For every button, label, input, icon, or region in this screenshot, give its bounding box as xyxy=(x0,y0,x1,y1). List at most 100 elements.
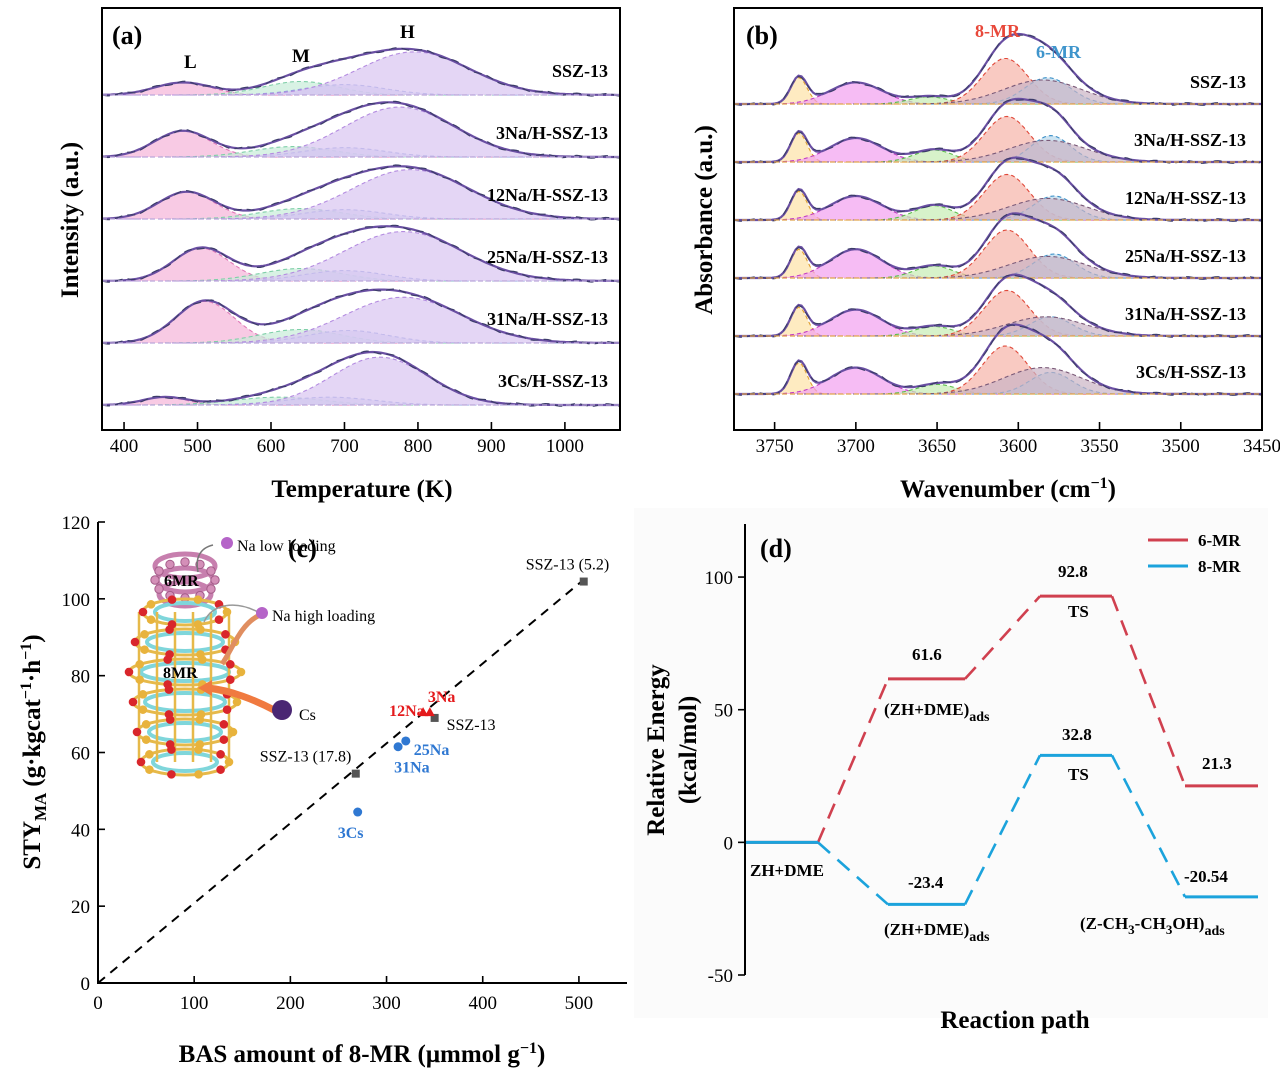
panel-b-xlabel: Wavenumber (cm−1) xyxy=(900,475,1116,503)
x-tick-label: 3750 xyxy=(756,436,794,457)
cage-atom xyxy=(135,660,144,669)
peak-fill xyxy=(734,367,1262,394)
x-tick-label: 3650 xyxy=(918,436,956,457)
point-label: 12Na xyxy=(389,703,425,720)
panel-c-ylabel: STYMA(g·kgcat−1·h−1) xyxy=(18,634,50,869)
legend-label-6mr: 6-MR xyxy=(1198,531,1241,550)
ads-label-6mr: (ZH+DME)ads xyxy=(884,700,990,725)
panel-b: 3750 3700 3650 3600 3550 3500 3450 (b) 8-MR 6-… xyxy=(691,7,1280,503)
arrow-cs-head xyxy=(198,680,212,696)
cage-ring-inner xyxy=(153,601,217,623)
label-8mr: 8MR xyxy=(163,665,198,682)
cage-atom xyxy=(145,750,154,759)
series-label: 25Na/H-SSZ-13 xyxy=(487,247,608,267)
cage-atom xyxy=(196,625,205,634)
data-point xyxy=(430,713,439,722)
peak-fill xyxy=(734,346,1262,394)
cage-atom xyxy=(135,675,144,684)
cage-atom xyxy=(232,697,242,707)
peak-fill xyxy=(734,133,1262,162)
cage-atom xyxy=(167,770,176,779)
spectrum-line xyxy=(101,165,620,220)
arrow-na-low xyxy=(196,544,214,573)
x-tick-label: 700 xyxy=(330,436,359,457)
cage-atom xyxy=(141,735,151,744)
zeolite-cage-inset: 6MR 8MR Na low loading Na high loading C… xyxy=(124,537,375,779)
panel-d-xlabel: Reaction path xyxy=(940,1007,1089,1034)
energy-connector xyxy=(816,678,890,843)
panel-c: 0 100 200 300 400 500 0 20 40 60 80 100 120 (c) 6MR … xyxy=(18,513,627,1068)
cage-atom xyxy=(224,757,234,767)
peak-label-l: L xyxy=(184,52,197,73)
series-label: 25Na/H-SSZ-13 xyxy=(1125,246,1246,266)
spectrum-line xyxy=(101,350,620,407)
series-label: 12Na/H-SSZ-13 xyxy=(487,185,608,205)
arrow-na-high-8mr xyxy=(219,613,260,666)
peak-fill xyxy=(102,169,620,219)
point-label: 31Na xyxy=(394,760,430,777)
peak-fill xyxy=(734,138,1262,162)
peak-fill xyxy=(102,357,620,405)
y-tick-label: 0 xyxy=(724,833,734,854)
peak-fill xyxy=(734,82,1262,104)
peak-fill xyxy=(734,58,1262,104)
peak-fill xyxy=(734,174,1262,220)
y-tick-label: 20 xyxy=(71,897,90,918)
cage-atom xyxy=(141,720,151,729)
start-label: ZH+DME xyxy=(750,861,824,880)
x-tick-label: 400 xyxy=(468,993,497,1014)
fit-envelope-line xyxy=(733,274,1263,338)
panel-d-ylabel: Relative Energy xyxy=(643,664,670,836)
cage-atom xyxy=(163,655,172,664)
series-label: 3Cs/H-SSZ-13 xyxy=(1136,362,1246,382)
arrow-na-high-6mr xyxy=(203,604,259,623)
spectrum-line xyxy=(102,288,620,344)
cage-atom xyxy=(165,715,175,724)
x-tick-label: 3550 xyxy=(1081,436,1119,457)
peak-label-6mr: 6-MR xyxy=(1036,42,1082,62)
ts-label-6mr: TS xyxy=(1068,602,1089,621)
panel-d-ylabel-units: (kcal/mol) xyxy=(675,696,702,804)
peak-fill xyxy=(102,131,620,157)
x-tick-label: 1000 xyxy=(546,436,584,457)
cage-atom xyxy=(130,637,140,647)
cage-atom xyxy=(167,745,176,754)
legend: 6-MR 8-MR xyxy=(1148,531,1241,576)
panel-d: -50 0 50 100 (d) 6-MR 8-MR 61.6 92.8 TS 21.… xyxy=(634,508,1268,1034)
fit-envelope-line xyxy=(733,213,1263,280)
fit-envelope-line xyxy=(101,100,621,159)
cage-atom xyxy=(165,625,174,634)
data-point xyxy=(579,577,588,586)
peak-fill xyxy=(734,196,1262,220)
panel-a-xlabel: Temperature (K) xyxy=(271,476,452,503)
fit-envelope-line xyxy=(733,98,1263,164)
cage-atom xyxy=(222,607,232,617)
x-tick-label: 3500 xyxy=(1162,436,1200,457)
cs-atom xyxy=(272,700,292,720)
point-label: SSZ-13 (17.8) xyxy=(260,749,352,766)
cage-ring-6mr xyxy=(152,551,218,581)
series-label: SSZ-13 xyxy=(1190,72,1246,92)
label-na-low: Na low loading xyxy=(237,538,336,555)
cage-atom xyxy=(195,715,205,724)
cage-atom xyxy=(198,655,207,664)
cage-atom xyxy=(193,595,203,604)
peak-fill xyxy=(102,146,620,157)
fit-envelope-line xyxy=(101,288,621,345)
panel-a: 400 500 600 700 800 900 1000 (a) L M H SSZ-13 3… xyxy=(57,7,621,503)
x-tick-label: 200 xyxy=(276,993,305,1014)
peak-fill xyxy=(734,198,1262,220)
peak-fill xyxy=(102,248,620,281)
cage-atom xyxy=(154,566,164,576)
cage-atom xyxy=(138,607,148,617)
y-tick-label: 40 xyxy=(71,820,90,841)
cage-atom xyxy=(167,595,177,604)
y-tick-label: -50 xyxy=(708,966,733,987)
cage-atom xyxy=(206,584,216,594)
spectrum-line xyxy=(102,225,620,282)
cage-atom xyxy=(154,584,164,594)
cage-atom xyxy=(226,660,235,669)
spectrum-line xyxy=(101,101,620,159)
energy-connector xyxy=(1110,754,1187,898)
energy-connector xyxy=(817,841,889,906)
